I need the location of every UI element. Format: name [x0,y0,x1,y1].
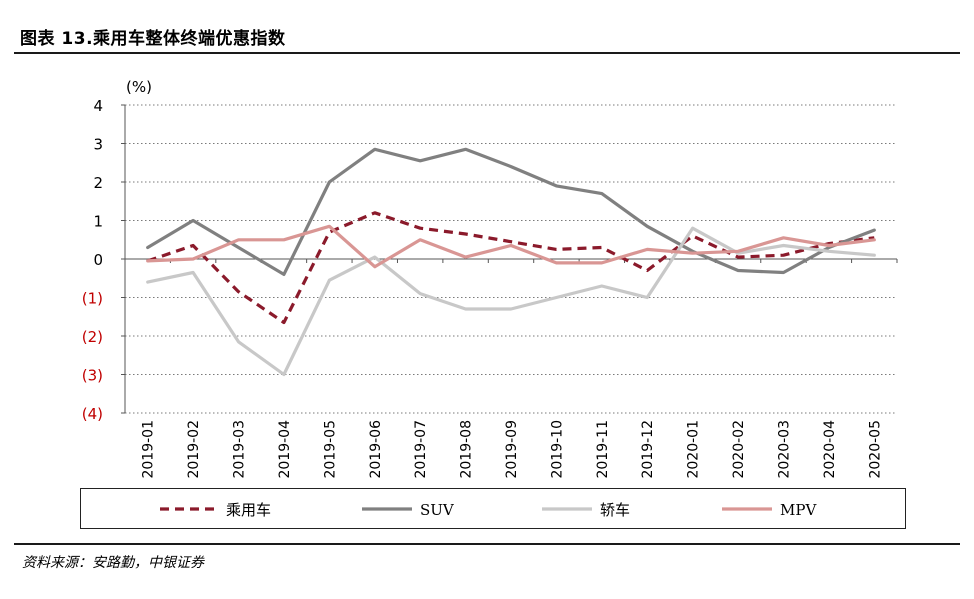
series-line-1 [146,147,876,276]
x-tick-label: 2019-02 [186,420,202,479]
series-line-3 [146,224,876,269]
x-tick-label: 2019-01 [141,420,157,479]
figure-title: 图表 13.乘用车整体终端优惠指数 [20,29,286,49]
y-tick-label: 2 [93,174,103,192]
series-line-2 [146,226,876,377]
x-tick-label: 2020-03 [776,420,792,479]
y-tick-label: (1) [82,290,103,308]
x-tick-label: 2019-05 [322,420,338,479]
top-rule [14,52,960,54]
source-note: 资料来源：安路勤，中银证券 [22,555,204,571]
y-tick-label: 4 [93,97,103,115]
y-tick-label: 1 [93,213,103,231]
x-tick-label: 2019-03 [232,420,248,479]
legend-label: MPV [780,501,817,519]
x-tick-label: 2019-04 [277,420,293,479]
x-tick-label: 2019-09 [504,420,520,479]
x-tick-label: 2019-08 [459,420,475,479]
y-tick-label: (2) [82,328,103,346]
x-tick-label: 2020-02 [731,420,747,479]
y-tick-label: (3) [82,367,103,385]
y-tick-label: 3 [93,136,103,154]
y-axis-unit-label: (%) [126,78,152,96]
x-tick-label: 2020-04 [822,420,838,479]
series-line-0 [147,211,875,325]
y-tick-label: (4) [82,405,103,423]
y-tick-label: 0 [93,251,103,269]
legend-label: 乘用车 [226,501,271,519]
x-tick-label: 2020-01 [686,420,702,479]
x-tick-label: 2019-07 [413,420,429,479]
x-tick-label: 2019-11 [595,420,611,479]
x-tick-label: 2019-06 [368,420,384,479]
x-tick-label: 2019-12 [640,420,656,479]
legend-label: 轿车 [600,501,630,519]
legend-label: SUV [420,501,455,519]
x-tick-label: 2020-05 [867,420,883,479]
bottom-rule [14,543,960,545]
line-chart: (%) 4 3 2 1 0 (1) (2) (3) (4) 2019-01 2019-02 2019-0… [82,78,898,519]
x-tick-label: 2019-10 [549,420,565,479]
legend-box [80,488,906,529]
